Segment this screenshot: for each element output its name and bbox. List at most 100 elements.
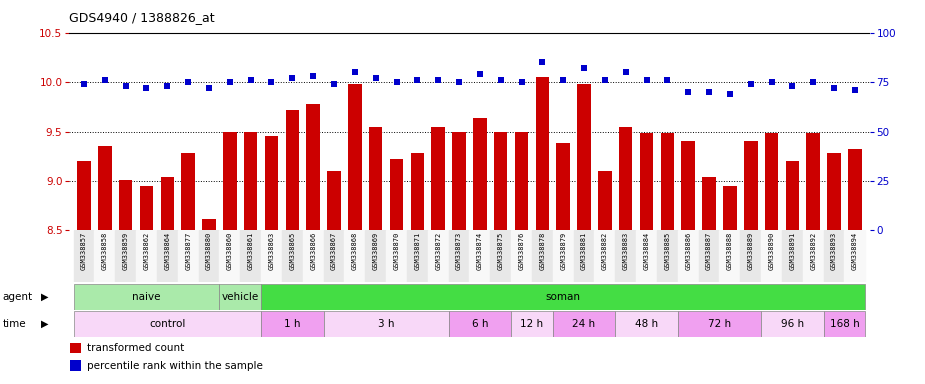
Text: GSM338884: GSM338884 xyxy=(644,232,649,270)
Bar xyxy=(77,161,91,230)
Text: GSM338858: GSM338858 xyxy=(102,232,108,270)
Text: GSM338869: GSM338869 xyxy=(373,232,378,270)
Bar xyxy=(261,284,865,310)
Text: transformed count: transformed count xyxy=(87,343,184,353)
Bar xyxy=(532,230,553,282)
Point xyxy=(535,59,549,65)
Bar xyxy=(452,131,466,230)
Bar xyxy=(723,186,736,230)
Bar xyxy=(324,230,344,282)
Text: GSM338891: GSM338891 xyxy=(789,232,796,270)
Text: GSM338880: GSM338880 xyxy=(206,232,212,270)
Text: time: time xyxy=(3,319,27,329)
Text: 1 h: 1 h xyxy=(284,319,301,329)
Text: 96 h: 96 h xyxy=(781,319,804,329)
Bar xyxy=(553,230,574,282)
Bar xyxy=(265,136,278,230)
Bar xyxy=(636,230,657,282)
Point xyxy=(493,77,508,83)
Bar xyxy=(678,230,698,282)
Point xyxy=(348,69,363,75)
Bar xyxy=(140,186,154,230)
Bar xyxy=(306,104,320,230)
Bar xyxy=(344,230,365,282)
Bar xyxy=(514,131,528,230)
Bar xyxy=(698,230,720,282)
Bar xyxy=(598,171,611,230)
Text: soman: soman xyxy=(546,292,581,302)
Bar xyxy=(449,230,469,282)
Text: GSM338871: GSM338871 xyxy=(414,232,420,270)
Text: 12 h: 12 h xyxy=(521,319,544,329)
Bar xyxy=(557,143,570,230)
Text: GSM338868: GSM338868 xyxy=(352,232,358,270)
Text: GDS4940 / 1388826_at: GDS4940 / 1388826_at xyxy=(69,12,215,25)
Bar xyxy=(70,360,81,371)
Bar xyxy=(203,218,216,230)
Text: naive: naive xyxy=(132,292,161,302)
Bar xyxy=(660,134,674,230)
Text: GSM338864: GSM338864 xyxy=(165,232,170,270)
Text: GSM338889: GSM338889 xyxy=(747,232,754,270)
Text: GSM338894: GSM338894 xyxy=(852,232,857,270)
Text: GSM338867: GSM338867 xyxy=(331,232,337,270)
Bar xyxy=(74,284,219,310)
Point xyxy=(180,79,195,85)
Text: vehicle: vehicle xyxy=(222,292,259,302)
Bar xyxy=(470,230,490,282)
Point xyxy=(681,89,696,95)
Point xyxy=(243,77,258,83)
Point xyxy=(722,91,737,97)
Text: GSM338874: GSM338874 xyxy=(477,232,483,270)
Point xyxy=(118,83,133,89)
Text: GSM338878: GSM338878 xyxy=(539,232,546,270)
Bar xyxy=(302,230,324,282)
Bar xyxy=(136,230,157,282)
Bar xyxy=(823,230,845,282)
Bar xyxy=(282,230,302,282)
Text: GSM338870: GSM338870 xyxy=(393,232,400,270)
Text: GSM338877: GSM338877 xyxy=(185,232,191,270)
Point xyxy=(639,77,654,83)
Bar xyxy=(615,311,678,337)
Text: GSM338882: GSM338882 xyxy=(602,232,608,270)
Bar xyxy=(116,230,136,282)
Bar xyxy=(261,230,282,282)
Point xyxy=(97,77,112,83)
Bar xyxy=(407,230,427,282)
Bar xyxy=(740,230,761,282)
Point xyxy=(827,85,842,91)
Bar xyxy=(199,230,219,282)
Point xyxy=(327,81,341,87)
Point xyxy=(368,75,383,81)
Point xyxy=(806,79,820,85)
Text: percentile rank within the sample: percentile rank within the sample xyxy=(87,361,263,371)
Text: ▶: ▶ xyxy=(41,319,48,329)
Bar xyxy=(785,161,799,230)
Point xyxy=(222,79,237,85)
Bar xyxy=(74,311,261,337)
Bar xyxy=(845,230,865,282)
Bar xyxy=(74,230,94,282)
Bar xyxy=(494,131,508,230)
Point xyxy=(598,77,612,83)
Bar xyxy=(219,230,240,282)
Bar xyxy=(223,131,237,230)
Text: 6 h: 6 h xyxy=(472,319,488,329)
Text: GSM338892: GSM338892 xyxy=(810,232,816,270)
Point xyxy=(764,79,779,85)
Bar xyxy=(536,77,549,230)
Bar xyxy=(765,134,778,230)
Bar xyxy=(348,84,362,230)
Text: GSM338886: GSM338886 xyxy=(685,232,691,270)
Text: GSM338860: GSM338860 xyxy=(227,232,233,270)
Bar xyxy=(512,311,553,337)
Text: GSM338876: GSM338876 xyxy=(519,232,524,270)
Bar xyxy=(365,230,386,282)
Bar xyxy=(449,311,512,337)
Bar xyxy=(427,230,449,282)
Point xyxy=(744,81,758,87)
Point xyxy=(473,71,487,77)
Text: GSM338883: GSM338883 xyxy=(623,232,629,270)
Point xyxy=(618,69,633,75)
